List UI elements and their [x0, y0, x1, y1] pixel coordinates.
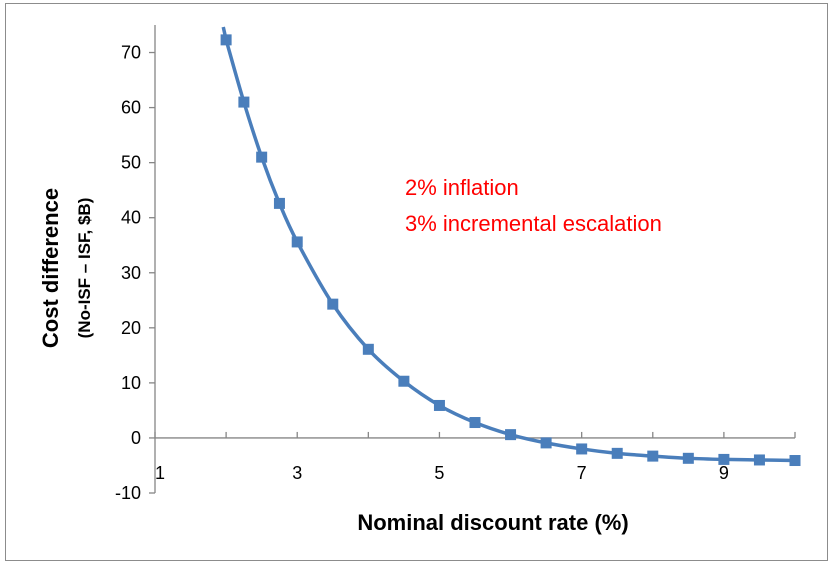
x-tick-label: 9: [719, 463, 729, 483]
x-tick-label: 3: [292, 463, 302, 483]
chart-frame: [5, 3, 828, 561]
series-markers: [220, 34, 801, 467]
y-axis-title: Cost difference: [38, 188, 63, 348]
x-axis-ticks: 1 3 5 7 9: [154, 431, 796, 483]
y-axis-subtitle-group: (No-ISF – ISF, $B): [75, 198, 94, 339]
y-tick-label: 50: [121, 153, 141, 173]
y-tick-label: -10: [115, 483, 141, 503]
data-point-marker: [433, 399, 445, 411]
data-point-marker: [647, 450, 659, 462]
y-tick-label: 0: [131, 428, 141, 448]
y-tick-label: 70: [121, 43, 141, 63]
data-point-marker: [789, 455, 801, 467]
data-point-marker: [753, 454, 765, 466]
data-point-marker: [291, 236, 303, 248]
x-axis-title: Nominal discount rate (%): [357, 510, 628, 535]
x-tick-label: 7: [577, 463, 587, 483]
data-point-marker: [682, 452, 694, 464]
data-point-marker: [327, 298, 339, 310]
y-axis-subtitle: (No-ISF – ISF, $B): [75, 198, 94, 339]
data-point-marker: [611, 447, 623, 459]
series-line: [221, 26, 796, 463]
data-point-marker: [505, 429, 517, 441]
axes: [154, 25, 795, 493]
y-tick-label: 10: [121, 373, 141, 393]
x-tick-label: 1: [155, 463, 165, 483]
data-point-marker: [540, 437, 552, 449]
data-point-marker: [469, 417, 481, 429]
y-tick-label: 30: [121, 263, 141, 283]
annotation-escalation: 3% incremental escalation: [405, 211, 662, 236]
y-tick-label: 40: [121, 208, 141, 228]
data-point-marker: [362, 343, 374, 355]
data-point-marker: [238, 96, 250, 108]
data-point-marker: [718, 453, 730, 465]
data-point-marker: [576, 443, 588, 455]
annotation-inflation: 2% inflation: [405, 175, 519, 200]
data-point-marker: [256, 151, 268, 163]
y-tick-label: 20: [121, 318, 141, 338]
y-tick-label: 60: [121, 98, 141, 118]
data-point-marker: [398, 375, 410, 387]
data-point-marker: [273, 197, 285, 209]
x-tick-label: 5: [434, 463, 444, 483]
y-axis-title-group: Cost difference: [38, 188, 63, 348]
y-axis-ticks: -10 0 10 20 30 40 50 60 70: [115, 43, 155, 503]
data-point-marker: [220, 34, 232, 46]
